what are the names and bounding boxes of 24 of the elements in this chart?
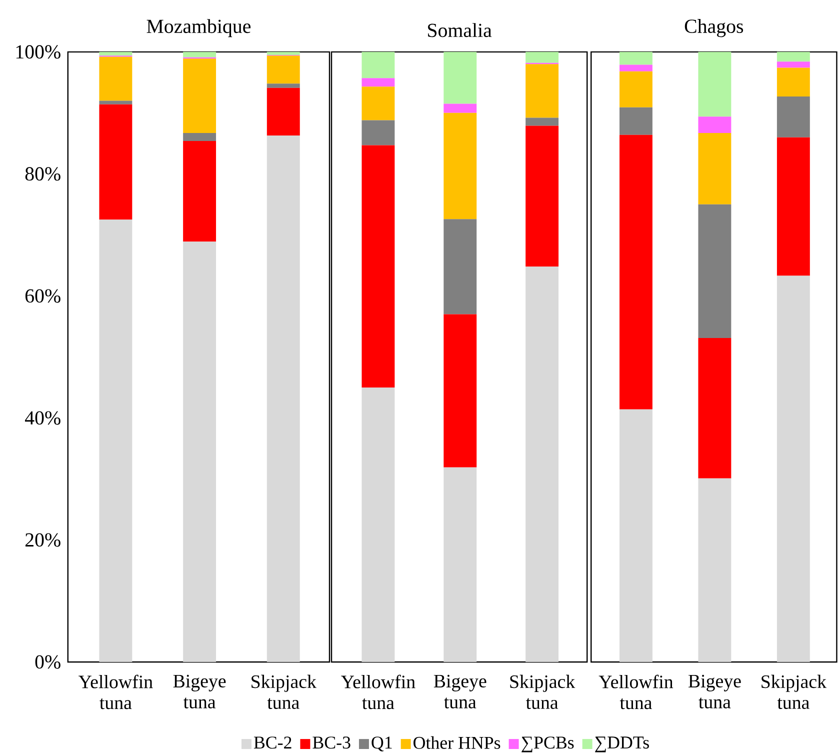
legend-label: Q1 bbox=[372, 736, 392, 752]
chart-title: Somalia bbox=[428, 23, 492, 38]
x-tick-label: Skipjack tuna bbox=[762, 674, 827, 710]
y-tick-label: 40% bbox=[24, 411, 60, 425]
legend-label: BC-3 bbox=[312, 736, 350, 749]
legend-label: ∑PCBs bbox=[522, 736, 574, 752]
chart-title: Chagos bbox=[684, 19, 744, 38]
y-tick-label: 20% bbox=[25, 533, 60, 547]
y-tick-label: 80% bbox=[25, 167, 60, 181]
x-tick-label: Yellowfin tuna bbox=[341, 674, 416, 710]
x-tick-label: Yellowfin tuna bbox=[78, 674, 153, 710]
legend-label: ∑DDTs bbox=[595, 736, 649, 752]
x-tick-label: Bigeye tuna bbox=[173, 674, 226, 709]
y-tick-label: 60% bbox=[25, 289, 60, 303]
y-tick-label: 100% bbox=[16, 45, 60, 59]
x-tick-label: Bigeye tuna bbox=[434, 674, 486, 709]
legend-label: BC-2 bbox=[254, 736, 292, 749]
x-tick-label: Skipjack tuna bbox=[252, 674, 316, 710]
y-tick-label: 0% bbox=[35, 655, 60, 669]
chart-title: Mozambique bbox=[146, 19, 251, 38]
legend-label: Other HNPs bbox=[414, 736, 500, 750]
x-tick-label: Skipjack tuna bbox=[510, 674, 576, 710]
x-tick-label: Bigeye tuna bbox=[688, 674, 741, 709]
x-tick-label: Yellowfin tuna bbox=[598, 674, 674, 710]
